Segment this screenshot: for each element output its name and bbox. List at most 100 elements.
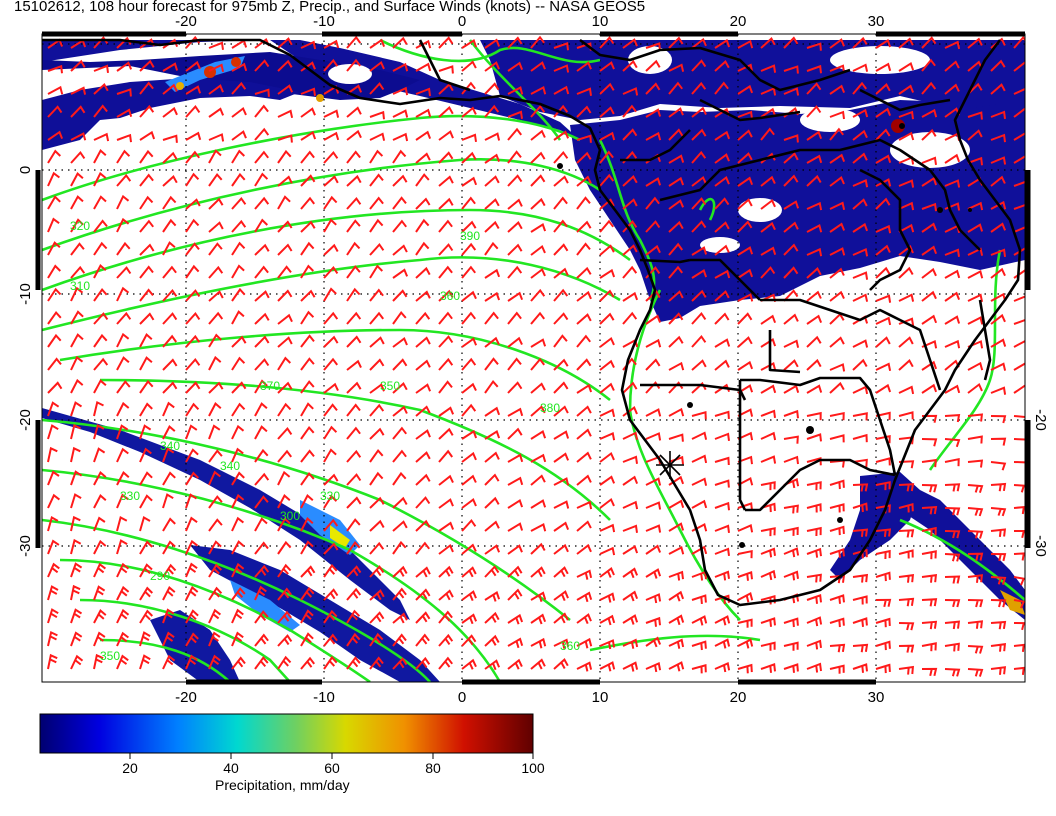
wind-barb bbox=[714, 244, 730, 256]
wind-barb bbox=[461, 60, 477, 72]
wind-barb bbox=[691, 106, 707, 118]
wind-barb bbox=[507, 565, 523, 578]
wind-barb bbox=[323, 265, 339, 279]
wind-barb bbox=[438, 82, 454, 95]
wind-barb bbox=[139, 312, 155, 325]
wind-barb bbox=[599, 82, 615, 95]
wind-barb bbox=[714, 221, 730, 233]
wind-barb bbox=[967, 382, 983, 394]
wind-barb bbox=[438, 633, 454, 647]
wind-barb bbox=[921, 290, 937, 302]
wind-barb bbox=[967, 574, 984, 583]
wind-barb bbox=[967, 484, 984, 494]
wind-barb bbox=[484, 153, 501, 164]
wind-barb bbox=[691, 150, 707, 164]
wind-barb bbox=[162, 608, 175, 624]
wind-barb bbox=[944, 40, 961, 50]
wind-barb bbox=[346, 656, 361, 670]
wind-barb bbox=[70, 423, 82, 440]
wind-barb bbox=[323, 218, 337, 233]
wind-barb bbox=[553, 42, 569, 51]
wind-barb bbox=[185, 311, 201, 325]
wind-barb bbox=[921, 128, 937, 141]
wind-barb bbox=[139, 81, 154, 95]
wind-barb bbox=[737, 549, 753, 559]
wind-barb bbox=[438, 311, 453, 325]
wind-barb bbox=[622, 638, 639, 649]
wind-barb bbox=[461, 265, 476, 279]
wind-barb bbox=[576, 61, 592, 72]
wind-barb bbox=[806, 42, 822, 51]
wind-barb bbox=[323, 655, 338, 670]
wind-barb bbox=[1013, 204, 1025, 210]
wind-barb bbox=[116, 401, 130, 417]
wind-barb bbox=[990, 248, 1006, 258]
wind-barb bbox=[70, 150, 86, 164]
wind-barb bbox=[139, 563, 153, 578]
wind-barb bbox=[438, 449, 454, 463]
wind-barb bbox=[415, 266, 431, 279]
wind-barb bbox=[300, 632, 314, 647]
wind-barb bbox=[70, 493, 82, 509]
wind-barb bbox=[806, 503, 822, 513]
wind-barb bbox=[346, 540, 361, 555]
wind-barb bbox=[1013, 247, 1025, 256]
wind-barb bbox=[829, 525, 845, 536]
wind-barb bbox=[852, 63, 869, 72]
wind-barb bbox=[346, 84, 363, 95]
wind-barb bbox=[622, 59, 638, 72]
wind-barb bbox=[852, 528, 869, 538]
wind-barb bbox=[599, 106, 615, 118]
wind-barb bbox=[921, 642, 937, 652]
wind-barb bbox=[645, 636, 662, 648]
wind-barb bbox=[990, 267, 1006, 279]
wind-barb bbox=[93, 83, 109, 95]
wind-barb bbox=[645, 477, 662, 486]
wind-barb bbox=[507, 407, 524, 417]
wind-barb bbox=[990, 83, 1006, 95]
wind-barb bbox=[461, 38, 478, 49]
lat-tick-right: -20 bbox=[1032, 409, 1049, 431]
wind-barb bbox=[806, 526, 822, 537]
wind-barb bbox=[967, 111, 983, 120]
wind-barb bbox=[599, 382, 615, 394]
wind-barb bbox=[783, 339, 800, 348]
wind-barb bbox=[300, 310, 315, 325]
lon-tick-bottom: 0 bbox=[458, 689, 466, 706]
wind-barb bbox=[231, 381, 247, 394]
wind-barb bbox=[254, 472, 270, 486]
wind-barb bbox=[990, 338, 1007, 348]
wind-barb bbox=[392, 496, 408, 509]
wind-barb bbox=[323, 131, 340, 141]
wind-barb bbox=[93, 357, 109, 371]
wind-barb bbox=[898, 131, 915, 141]
precipitation-field bbox=[42, 40, 1025, 682]
wind-barb bbox=[438, 219, 453, 233]
wind-barb bbox=[47, 516, 59, 532]
wind-barb bbox=[829, 201, 846, 211]
wind-barb bbox=[208, 586, 223, 601]
wind-barb bbox=[806, 174, 822, 187]
wind-barb bbox=[392, 405, 408, 417]
wind-barb bbox=[507, 86, 524, 95]
wind-barb bbox=[208, 149, 222, 164]
wind-barb bbox=[921, 202, 937, 212]
wind-barb bbox=[70, 470, 83, 486]
wind-barb bbox=[116, 286, 130, 302]
lon-tick-top: 0 bbox=[458, 13, 466, 30]
wind-barb bbox=[484, 451, 500, 463]
wind-barb bbox=[852, 129, 868, 141]
wind-barb bbox=[668, 242, 684, 256]
wind-barb bbox=[323, 311, 339, 325]
wind-barb bbox=[737, 455, 753, 465]
wind-barb bbox=[461, 106, 477, 118]
wind-barb bbox=[139, 631, 151, 647]
wind-barb bbox=[185, 104, 201, 118]
wind-barb bbox=[70, 195, 84, 210]
wind-barb bbox=[806, 594, 822, 604]
wind-barb bbox=[300, 107, 316, 118]
wind-barb bbox=[208, 631, 221, 647]
wind-barb bbox=[806, 384, 823, 394]
wind-barb bbox=[990, 133, 1006, 143]
